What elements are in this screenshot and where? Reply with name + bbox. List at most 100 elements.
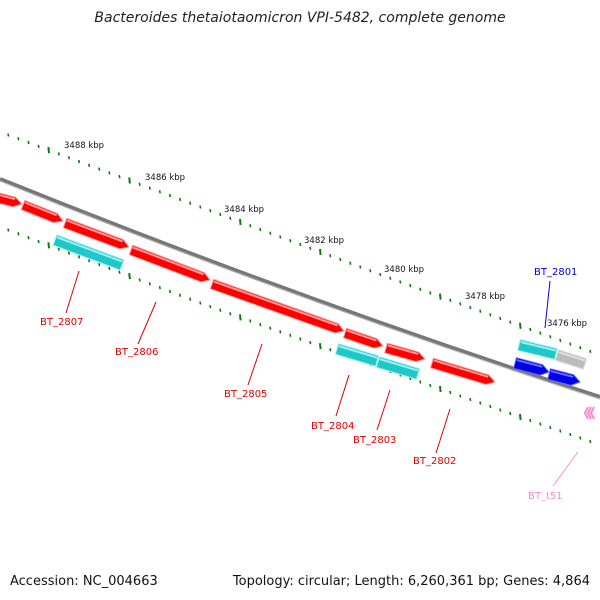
- trna-chevron-bt-t51: [589, 406, 595, 420]
- tick-outer: [519, 322, 522, 329]
- tick-inner: [279, 330, 282, 334]
- tick-inner: [219, 308, 222, 312]
- tick-outer: [239, 218, 242, 226]
- tick-outer: [389, 276, 392, 280]
- gene-bar-gray: [554, 349, 588, 370]
- gene-label-bt2805: BT_2805: [224, 389, 267, 400]
- accession-text: Accession: NC_004663: [10, 574, 158, 589]
- tick-inner: [98, 262, 101, 267]
- tick-inner: [439, 385, 442, 393]
- gene-bar-bt2803-cyan-highlight: [379, 358, 419, 372]
- tick-marks: [7, 133, 592, 444]
- tick-outer: [449, 298, 452, 302]
- tick-outer: [559, 338, 562, 343]
- tick-outer: [17, 137, 20, 141]
- tick-outer: [319, 248, 322, 256]
- tick-outer: [168, 193, 172, 198]
- tick-outer: [409, 283, 412, 288]
- tick-outer: [569, 342, 572, 346]
- tick-inner: [569, 432, 572, 437]
- gene-bar-bt2804-cyan: [334, 343, 380, 367]
- gene-arrow-bt2806-highlight: [132, 246, 204, 276]
- genome-backbone: [0, 177, 600, 400]
- tick-outer: [589, 349, 592, 354]
- tick-outer: [27, 140, 30, 145]
- tick-inner: [138, 278, 141, 282]
- tick-inner: [27, 236, 30, 240]
- tick-inner: [449, 390, 452, 395]
- tick-inner: [509, 411, 512, 416]
- tick-inner: [459, 394, 462, 398]
- gene-bar-gray-highlight: [558, 351, 586, 362]
- tick-inner: [67, 251, 71, 255]
- tick-inner: [7, 228, 10, 232]
- leader-bt2801: [544, 280, 551, 329]
- tick-inner: [519, 413, 522, 421]
- tick-inner: [589, 439, 592, 444]
- tick-outer: [219, 212, 222, 217]
- tick-inner: [489, 404, 492, 409]
- label-leader-lines: [65, 270, 579, 487]
- tick-outer: [67, 156, 71, 160]
- tick-outer: [98, 167, 101, 171]
- gene-arrow-left-edge: [0, 192, 23, 208]
- trna-chevron-bt-t51: [583, 406, 589, 420]
- gene-label-bt2806: BT_2806: [115, 347, 158, 358]
- tick-outer: [249, 224, 252, 228]
- scale-label-3476: 3476 kbp: [547, 319, 587, 329]
- tick-outer: [7, 133, 10, 137]
- tick-outer: [57, 152, 60, 156]
- tick-outer: [349, 261, 352, 265]
- gene-label-bt2804: BT_2804: [311, 421, 354, 432]
- tick-inner: [239, 314, 242, 321]
- tick-outer: [329, 254, 332, 258]
- scale-label-3486: 3486 kbp: [145, 173, 185, 183]
- tick-inner: [47, 242, 51, 249]
- gene-label-bt-t51: BT_t51: [528, 491, 563, 502]
- tick-inner: [419, 380, 422, 384]
- tick-outer: [489, 313, 492, 317]
- tick-outer: [379, 272, 382, 277]
- scale-label-3480: 3480 kbp: [384, 265, 424, 275]
- tick-inner: [199, 301, 202, 305]
- map-title: Bacteroides thetaiotaomicron VPI-5482, c…: [94, 10, 506, 26]
- tick-outer: [209, 209, 212, 213]
- tick-outer: [369, 269, 372, 273]
- tick-outer: [158, 190, 161, 194]
- gene-arrow-bt2808-highlight: [24, 201, 58, 217]
- tick-outer: [419, 287, 422, 291]
- tick-outer: [579, 346, 582, 350]
- leader-bt2802: [435, 408, 451, 454]
- tick-outer: [479, 309, 482, 313]
- gene-arrow-bt2805-highlight: [213, 280, 338, 327]
- tick-inner: [209, 304, 212, 309]
- tick-inner: [429, 383, 432, 388]
- tick-outer: [77, 159, 81, 164]
- tick-outer: [549, 335, 552, 339]
- tick-inner: [479, 401, 482, 405]
- tick-inner: [529, 418, 532, 423]
- tick-outer: [439, 293, 442, 300]
- tick-outer: [429, 291, 432, 295]
- gene-bar-bt2803-cyan: [375, 356, 421, 380]
- tick-inner: [579, 436, 582, 440]
- tick-outer: [499, 316, 502, 321]
- tick-outer: [37, 144, 40, 149]
- tick-outer: [399, 280, 402, 284]
- gene-bar-bt2804-cyan-highlight: [338, 345, 378, 359]
- gene-features: [0, 192, 595, 420]
- tick-inner: [259, 322, 262, 327]
- tick-inner: [158, 285, 161, 290]
- tick-outer: [539, 331, 542, 335]
- tick-inner: [128, 273, 131, 280]
- tick-inner: [329, 348, 332, 352]
- gene-arrow-bt2802-highlight: [433, 359, 489, 378]
- tick-outer: [279, 235, 282, 239]
- trna-chevron-bt-t51: [586, 406, 592, 420]
- tick-inner: [539, 422, 542, 426]
- tick-inner: [179, 293, 182, 297]
- gene-arrow-bt2804-red-highlight: [346, 329, 377, 342]
- tick-outer: [229, 216, 232, 220]
- gene-bar-bt2807-cyan-highlight: [56, 236, 123, 263]
- tick-inner: [559, 429, 562, 433]
